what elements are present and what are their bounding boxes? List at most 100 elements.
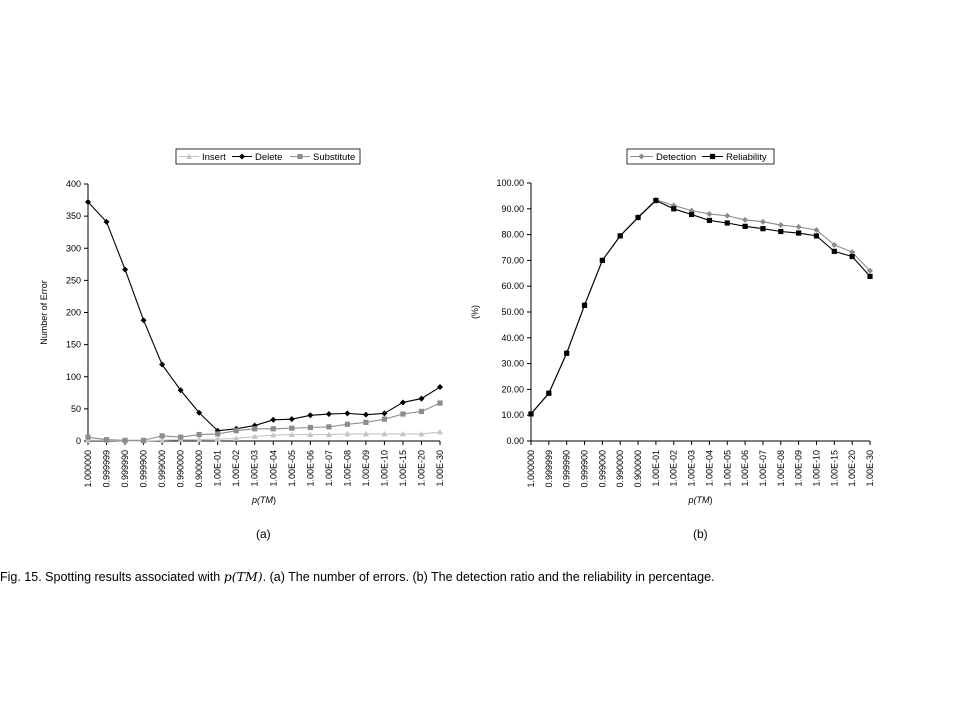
- point-detection: [742, 216, 749, 223]
- x-tick-label: 1.00E-04: [268, 450, 278, 487]
- y-tick-label: 0.00: [506, 436, 524, 446]
- x-tick-label: 1.00E-20: [847, 450, 857, 487]
- x-tick-label: 1.00E-09: [361, 450, 371, 487]
- point-reliability: [635, 214, 641, 221]
- point-substitute: [307, 424, 313, 431]
- point-detection: [777, 222, 784, 229]
- x-tick-label: 0.999900: [580, 450, 590, 488]
- point-reliability: [831, 248, 837, 254]
- point-substitute: [289, 425, 295, 431]
- y-tick-label: 400: [66, 179, 81, 189]
- point-delete: [85, 198, 91, 205]
- point-reliability: [653, 197, 659, 204]
- point-detection: [813, 226, 820, 233]
- legend-label-reliability: Reliability: [726, 152, 767, 163]
- point-insert: [399, 430, 406, 437]
- x-tick-label: 1.00E-03: [250, 450, 260, 487]
- x-tick-label: 1.00E-08: [776, 450, 786, 487]
- point-detection: [867, 267, 873, 274]
- x-tick-label: 1.00E-02: [669, 450, 679, 487]
- point-substitute: [196, 431, 202, 438]
- point-reliability: [581, 302, 588, 308]
- y-tick-label: 150: [66, 340, 81, 350]
- point-substitute: [437, 400, 443, 406]
- chart-b: 0.00 10.00 20.00 30.00 40.00 50.00 60.00 70.00 8…: [470, 148, 875, 505]
- x-tick-label: 0.900000: [194, 450, 204, 488]
- point-reliability: [564, 350, 570, 356]
- x-tick-label: 1.00E-05: [722, 450, 732, 487]
- point-reliability: [742, 223, 748, 229]
- series-line-insert: [88, 431, 441, 442]
- point-detection: [795, 223, 802, 230]
- x-tick-label: 1.00E-07: [758, 450, 768, 487]
- x-tick-label: 1.00E-10: [811, 450, 821, 487]
- point-detection: [831, 241, 838, 248]
- point-substitute: [85, 434, 91, 440]
- x-tick-label: 0.999900: [139, 450, 149, 488]
- point-reliability: [867, 273, 873, 279]
- y-tick-label: 30.00: [501, 359, 524, 369]
- y-tick-label: 80.00: [501, 230, 524, 240]
- point-detection: [849, 249, 856, 256]
- point-reliability: [813, 233, 820, 239]
- point-substitute: [252, 426, 258, 432]
- point-delete: [159, 361, 166, 368]
- panel-label-a: (a): [256, 527, 271, 541]
- x-tick-label: 1.000000: [526, 450, 536, 488]
- x-tick-label: 1.00E-02: [231, 450, 241, 487]
- x-tick-label: 1.00E-01: [213, 450, 223, 487]
- y-tick-label: 10.00: [501, 410, 524, 420]
- y-tick-label: 50: [71, 404, 81, 414]
- x-tick-label: 1.00E-15: [398, 450, 408, 487]
- y-tick-label: 200: [66, 308, 81, 318]
- point-substitute: [178, 434, 184, 440]
- x-tick-label: 0.999000: [597, 450, 607, 488]
- point-substitute: [381, 416, 388, 422]
- y-tick-label: 350: [66, 211, 81, 221]
- x-tick-label: 0.999999: [102, 450, 112, 488]
- legend-box: [175, 148, 361, 165]
- point-insert: [381, 430, 388, 437]
- point-reliability: [599, 257, 605, 263]
- x-axis-label: p(TM): [687, 495, 712, 505]
- legend-marker-insert: [186, 153, 192, 159]
- point-delete: [140, 317, 147, 324]
- y-tick-label: 40.00: [501, 333, 524, 343]
- y-tick-label: 300: [66, 243, 81, 253]
- chart-a: 0 50 100 150 200 250 300 350 400 1.000000 0.999999…: [39, 148, 445, 505]
- x-tick-label: 0.990000: [176, 450, 186, 488]
- x-tick-label: 0.900000: [633, 450, 643, 488]
- point-delete: [307, 412, 314, 419]
- legend-marker-detection: [638, 153, 645, 160]
- series-line-reliability: [530, 199, 871, 415]
- x-tick-label: 1.00E-20: [416, 450, 426, 487]
- point-insert: [307, 431, 314, 437]
- point-insert: [418, 430, 425, 437]
- y-tick-label: 100: [66, 372, 81, 382]
- point-insert: [159, 437, 166, 443]
- point-substitute: [122, 437, 128, 443]
- point-delete: [103, 218, 110, 225]
- point-insert: [344, 430, 351, 437]
- point-insert: [251, 433, 258, 439]
- point-delete: [381, 410, 388, 417]
- x-tick-label: 1.00E-08: [342, 450, 352, 487]
- point-reliability: [617, 233, 623, 239]
- figure-caption: Fig. 15. Spotting results associated wit…: [0, 569, 960, 584]
- point-detection: [759, 218, 766, 225]
- point-substitute: [363, 419, 369, 425]
- point-delete: [362, 411, 369, 418]
- point-substitute: [344, 421, 350, 427]
- point-reliability: [706, 217, 713, 224]
- y-tick-label: 0: [76, 436, 81, 446]
- point-insert: [85, 437, 91, 443]
- point-delete: [122, 266, 129, 273]
- point-insert: [214, 436, 221, 442]
- point-substitute: [233, 428, 239, 434]
- x-tick-label: 1.00E-07: [324, 450, 334, 487]
- x-tick-label: 0.999990: [120, 450, 130, 488]
- point-reliability: [724, 220, 730, 226]
- x-tick-label: 0.990000: [615, 450, 625, 488]
- legend-box: [626, 148, 775, 165]
- point-substitute: [215, 431, 221, 437]
